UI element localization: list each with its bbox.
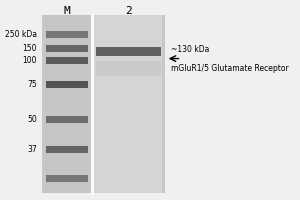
Bar	[46, 45, 88, 52]
Text: 37: 37	[27, 145, 37, 154]
Text: mGluR1/5 Glutamate Receptor: mGluR1/5 Glutamate Receptor	[171, 64, 289, 73]
Text: ~130 kDa: ~130 kDa	[171, 45, 209, 54]
Bar	[94, 15, 162, 193]
Text: M: M	[64, 6, 70, 16]
Bar	[42, 15, 164, 193]
Text: 250 kDa: 250 kDa	[5, 30, 37, 39]
Text: 150: 150	[22, 44, 37, 53]
Bar	[46, 81, 88, 88]
Bar	[45, 15, 89, 193]
Text: 50: 50	[27, 115, 37, 124]
Bar	[46, 116, 88, 123]
Bar	[46, 175, 88, 182]
Bar	[95, 47, 160, 56]
Bar	[95, 61, 160, 76]
Text: 100: 100	[22, 56, 37, 65]
Bar	[46, 146, 88, 153]
Bar	[46, 31, 88, 38]
Text: 75: 75	[27, 80, 37, 89]
Bar	[46, 57, 88, 64]
Text: 2: 2	[125, 6, 131, 16]
